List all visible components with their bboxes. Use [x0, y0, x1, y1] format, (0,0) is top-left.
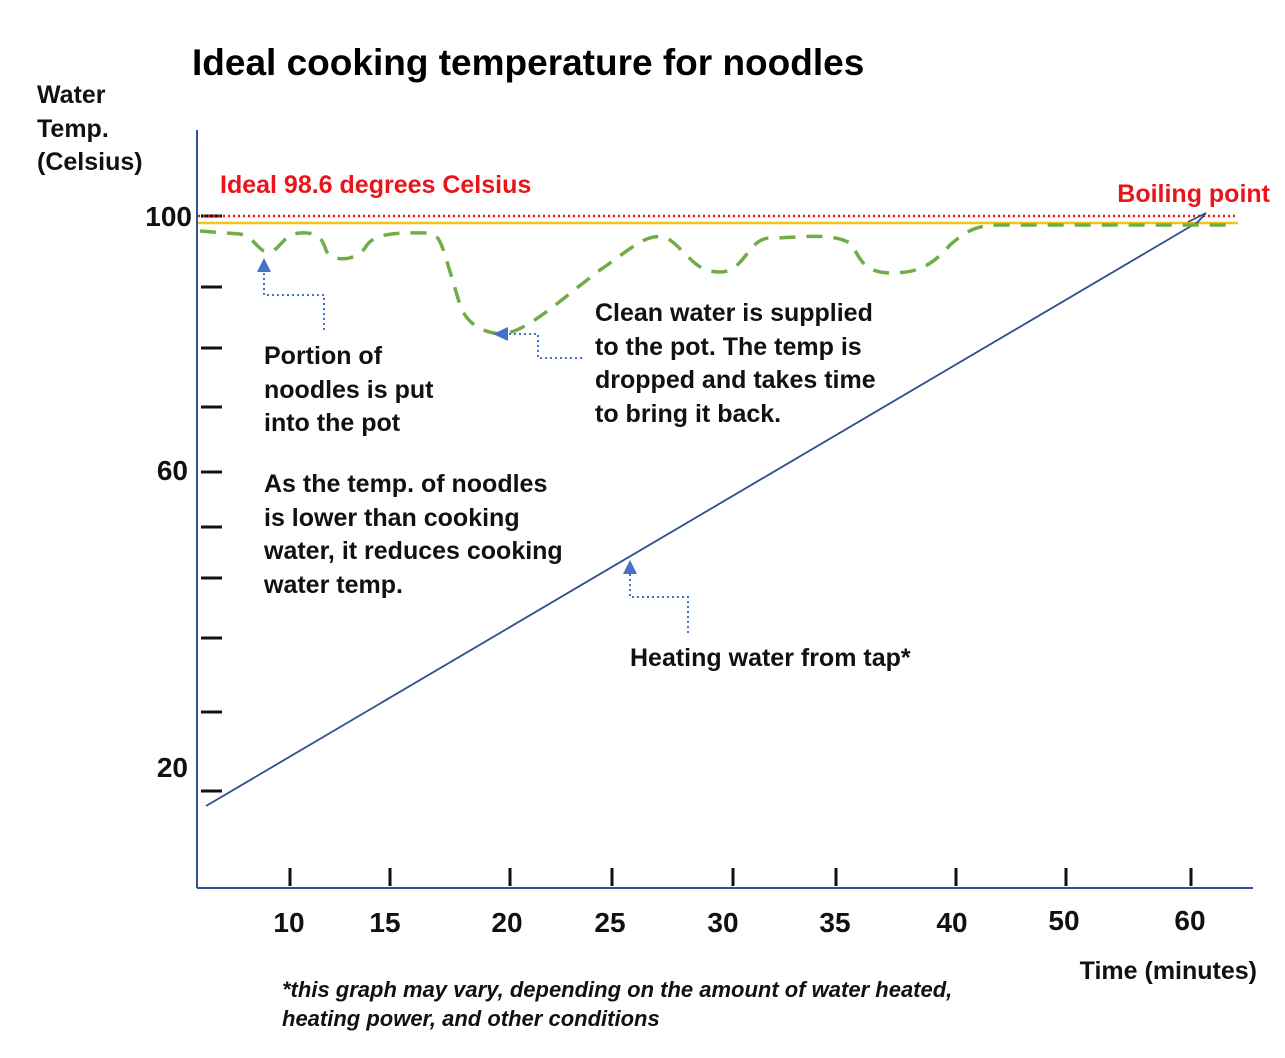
noodles-arrowhead: [257, 258, 271, 272]
annotation-line: noodles is put: [264, 376, 434, 404]
x-tick-label-15: 15: [369, 907, 400, 938]
heating-arrow-path: [629, 573, 689, 633]
chart-title: Ideal cooking temperature for noodles: [192, 42, 864, 83]
heating-annotation: Heating water from tap*: [630, 644, 911, 672]
annotation-line: As the temp. of noodles: [264, 470, 547, 498]
footnote-line-1: *this graph may vary, depending on the a…: [282, 977, 952, 1002]
y-axis-label-3: (Celsius): [37, 148, 143, 176]
y-tick-label-60: 60: [157, 455, 188, 486]
clean-water-arrowhead: [493, 327, 508, 341]
x-tick-labels: 10 15 20 25 30 35 40 50 60: [273, 905, 1205, 938]
x-tick-label-50: 50: [1048, 905, 1079, 936]
annotation-line: to the pot. The temp is: [595, 333, 862, 361]
ideal-temp-label: Ideal 98.6 degrees Celsius: [220, 171, 531, 199]
x-tick-label-35: 35: [819, 907, 850, 938]
noodles-annotation: Portion of noodles is put into the pot: [264, 342, 434, 437]
y-tick-label-100: 100: [145, 201, 192, 232]
x-tick-label-60: 60: [1174, 905, 1205, 936]
annotation-line: is lower than cooking: [264, 504, 520, 532]
annotation-arrows: [263, 272, 689, 633]
x-tick-label-10: 10: [273, 907, 304, 938]
clean-water-annotation: Clean water is supplied to the pot. The …: [595, 299, 876, 428]
x-tick-marks: [288, 868, 1193, 886]
annotation-line: water temp.: [263, 571, 403, 599]
noodles-arrow-path: [263, 272, 325, 330]
x-tick-label-30: 30: [707, 907, 738, 938]
heating-annotation-arrowhead: [623, 560, 637, 574]
y-tick-label-20: 20: [157, 752, 188, 783]
y-axis-label-1: Water: [37, 81, 106, 109]
annotation-line: water, it reduces cooking: [263, 537, 563, 565]
footnote-line-2: heating power, and other conditions: [282, 1006, 660, 1031]
x-axis-label: Time (minutes): [1080, 957, 1257, 985]
heating-series-line: [205, 221, 1199, 807]
clean-water-arrow-path: [505, 333, 582, 359]
boiling-point-label: Boiling point: [1117, 180, 1270, 208]
annotation-line: dropped and takes time: [595, 366, 876, 394]
x-tick-label-25: 25: [594, 907, 625, 938]
annotation-line: Portion of: [264, 342, 383, 370]
x-tick-label-20: 20: [491, 907, 522, 938]
annotation-line: into the pot: [264, 409, 401, 437]
heating-arrowhead: [1187, 212, 1207, 225]
reduce-annotation: As the temp. of noodles is lower than co…: [263, 470, 563, 599]
y-tick-marks: [201, 214, 222, 793]
annotation-line: Clean water is supplied: [595, 299, 873, 327]
annotation-line: to bring it back.: [595, 400, 781, 428]
x-tick-label-40: 40: [936, 907, 967, 938]
cooking-series-line: [199, 223, 1230, 336]
y-axis-label-2: Temp.: [37, 115, 109, 143]
